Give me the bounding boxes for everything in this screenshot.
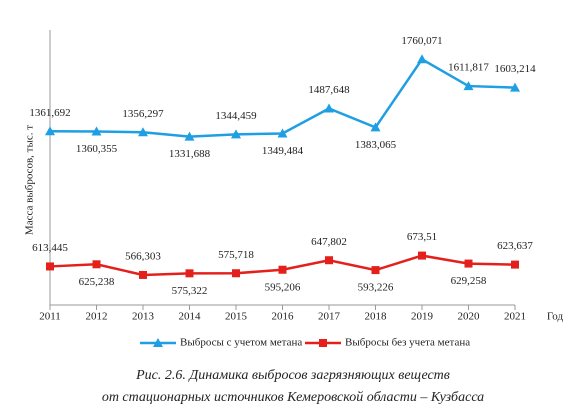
marker [510, 82, 520, 92]
data-label: 1603,214 [494, 63, 536, 75]
marker [139, 270, 147, 279]
data-label: 1361,692 [29, 107, 70, 119]
data-label: 1356,297 [122, 108, 164, 120]
marker [277, 128, 288, 138]
marker [153, 338, 163, 347]
data-label: 1344,459 [215, 110, 257, 122]
data-label: 595,206 [265, 281, 301, 293]
marker [138, 127, 148, 137]
marker [325, 256, 333, 265]
data-label: 673,51 [407, 231, 437, 243]
series-line [49, 57, 516, 138]
x-tick-label: 2011 [39, 311, 61, 323]
x-tick-label: 2017 [318, 311, 341, 323]
x-tick-label: 2016 [272, 311, 295, 323]
data-label: 1487,648 [308, 84, 350, 96]
marker [463, 81, 474, 91]
x-axis-label: Год [547, 311, 564, 323]
legend-label: Выбросы без учета метана [345, 337, 470, 349]
data-label: 625,238 [79, 276, 115, 288]
marker [91, 126, 102, 136]
marker [418, 251, 426, 260]
data-label: 629,258 [451, 275, 487, 287]
data-label: 575,322 [172, 285, 208, 297]
marker [371, 266, 380, 275]
caption: Рис. 2.6. Динамика выбросов загрязняющих… [135, 368, 450, 383]
marker [46, 262, 54, 271]
marker [232, 269, 240, 278]
x-tick-label: 2020 [458, 311, 481, 323]
data-label: 1360,355 [76, 143, 118, 155]
marker [45, 126, 55, 136]
marker [370, 122, 381, 132]
marker [511, 260, 519, 269]
marker [324, 103, 334, 113]
marker [231, 129, 241, 139]
y-axis-label: Масса выбросов, тыс. т [24, 125, 36, 235]
x-tick-label: 2014 [179, 311, 202, 323]
data-label: 593,226 [358, 282, 394, 294]
x-tick-label: 2021 [504, 311, 526, 323]
marker [184, 131, 195, 141]
data-label: 613,445 [32, 242, 68, 254]
data-label: 1331,688 [169, 148, 211, 160]
caption: от стационарных источников Кемеровской о… [102, 390, 484, 405]
x-tick-label: 2015 [225, 311, 248, 323]
marker [92, 260, 101, 269]
marker [319, 339, 327, 347]
data-label: 1760,071 [401, 35, 442, 47]
marker [417, 54, 427, 64]
data-label: 623,637 [497, 240, 533, 252]
data-label: 575,718 [218, 249, 254, 261]
x-tick-label: 2012 [86, 311, 108, 323]
marker [278, 265, 287, 274]
data-label: 566,303 [125, 250, 161, 262]
legend-label: Выбросы с учетом метана [180, 337, 302, 349]
data-label: 647,802 [311, 236, 347, 248]
data-label: 1383,065 [355, 139, 397, 151]
data-label: 1349,484 [262, 145, 304, 157]
x-tick-label: 2019 [411, 311, 434, 323]
marker [464, 259, 473, 268]
x-tick-label: 2013 [132, 311, 155, 323]
data-label: 1611,817 [448, 62, 489, 74]
marker [185, 269, 194, 278]
x-tick-label: 2018 [365, 311, 388, 323]
